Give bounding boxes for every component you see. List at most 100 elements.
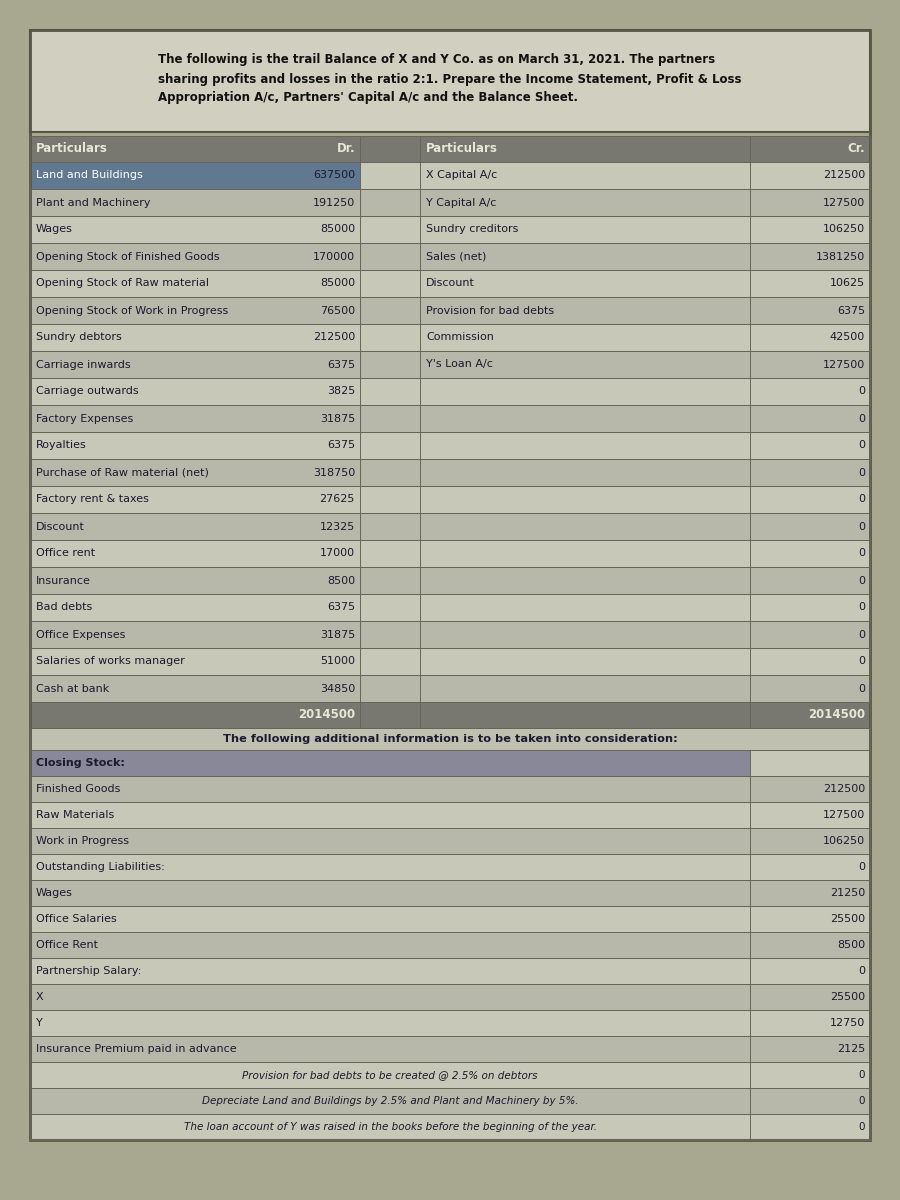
Text: 191250: 191250 [313, 198, 355, 208]
Text: 25500: 25500 [830, 992, 865, 1002]
Text: Office rent: Office rent [36, 548, 95, 558]
Text: Office Rent: Office Rent [36, 940, 98, 950]
Bar [30, 1010, 870, 1036]
Bar [30, 242, 870, 270]
Text: Provision for bad debts to be created @ 2.5% on debtors: Provision for bad debts to be created @ … [242, 1070, 538, 1080]
Text: 0: 0 [858, 862, 865, 872]
Bar [30, 378, 870, 404]
Bar [30, 1062, 870, 1088]
Bar [30, 404, 870, 432]
Text: 31875: 31875 [320, 630, 355, 640]
Text: Raw Materials: Raw Materials [36, 810, 114, 820]
Bar [30, 984, 870, 1010]
Bar [30, 802, 870, 828]
Text: 6375: 6375 [327, 360, 355, 370]
Text: Opening Stock of Finished Goods: Opening Stock of Finished Goods [36, 252, 220, 262]
Text: Office Expenses: Office Expenses [36, 630, 125, 640]
Bar [30, 958, 870, 984]
Text: 76500: 76500 [320, 306, 355, 316]
Text: 10625: 10625 [830, 278, 865, 288]
Bar [30, 776, 870, 802]
Text: 34850: 34850 [320, 684, 355, 694]
Text: Discount: Discount [36, 522, 85, 532]
Text: Factory Expenses: Factory Expenses [36, 414, 133, 424]
Text: 0: 0 [858, 386, 865, 396]
Text: 0: 0 [858, 630, 865, 640]
Bar [30, 594, 870, 622]
Text: Plant and Machinery: Plant and Machinery [36, 198, 150, 208]
Text: 318750: 318750 [313, 468, 355, 478]
Text: 6375: 6375 [327, 440, 355, 450]
Text: 31875: 31875 [320, 414, 355, 424]
Text: 8500: 8500 [327, 576, 355, 586]
Text: Y: Y [36, 1018, 43, 1028]
Bar [30, 906, 870, 932]
Text: 51000: 51000 [320, 656, 355, 666]
Text: Partnership Salary:: Partnership Salary: [36, 966, 141, 976]
Bar [30, 162, 870, 188]
Text: The following is the trail Balance of X and Y Co. as on March 31, 2021. The part: The following is the trail Balance of X … [158, 54, 742, 104]
Bar [30, 324, 870, 350]
Text: Particulars: Particulars [426, 143, 498, 156]
Bar [30, 702, 870, 728]
Text: 2014500: 2014500 [298, 708, 355, 721]
Text: 212500: 212500 [823, 170, 865, 180]
Bar [30, 828, 870, 854]
Text: Wages: Wages [36, 888, 73, 898]
Text: Opening Stock of Raw material: Opening Stock of Raw material [36, 278, 209, 288]
Text: 212500: 212500 [823, 784, 865, 794]
Text: 0: 0 [858, 414, 865, 424]
Text: 25500: 25500 [830, 914, 865, 924]
Text: Closing Stock:: Closing Stock: [36, 758, 125, 768]
Text: 106250: 106250 [823, 224, 865, 234]
Text: 0: 0 [859, 1096, 865, 1106]
Text: Sundry debtors: Sundry debtors [36, 332, 122, 342]
Bar [30, 750, 750, 776]
Text: The following additional information is to be taken into consideration:: The following additional information is … [222, 734, 678, 744]
Bar [30, 30, 870, 132]
Text: 0: 0 [859, 1070, 865, 1080]
Text: 170000: 170000 [313, 252, 355, 262]
Bar [30, 486, 870, 514]
Text: 212500: 212500 [313, 332, 355, 342]
Text: Discount: Discount [426, 278, 475, 288]
Text: Factory rent & taxes: Factory rent & taxes [36, 494, 148, 504]
Text: Opening Stock of Work in Progress: Opening Stock of Work in Progress [36, 306, 229, 316]
Bar [30, 566, 870, 594]
Text: Particulars: Particulars [36, 143, 108, 156]
Text: 127500: 127500 [823, 198, 865, 208]
Text: 3825: 3825 [327, 386, 355, 396]
Bar [30, 674, 870, 702]
Bar [30, 188, 870, 216]
Bar [30, 622, 870, 648]
Text: 0: 0 [858, 656, 865, 666]
Text: 127500: 127500 [823, 360, 865, 370]
Text: 127500: 127500 [823, 810, 865, 820]
Text: 85000: 85000 [320, 224, 355, 234]
Text: Commission: Commission [426, 332, 494, 342]
Bar [30, 296, 870, 324]
Text: 637500: 637500 [313, 170, 355, 180]
Text: 0: 0 [858, 602, 865, 612]
Text: Insurance: Insurance [36, 576, 91, 586]
Text: Office Salaries: Office Salaries [36, 914, 117, 924]
Text: Insurance Premium paid in advance: Insurance Premium paid in advance [36, 1044, 237, 1054]
Text: 106250: 106250 [823, 836, 865, 846]
Bar [30, 350, 870, 378]
Bar [30, 880, 870, 906]
Text: 0: 0 [859, 1122, 865, 1132]
Text: Finished Goods: Finished Goods [36, 784, 121, 794]
Text: Sundry creditors: Sundry creditors [426, 224, 518, 234]
Text: 2014500: 2014500 [808, 708, 865, 721]
Text: Sales (net): Sales (net) [426, 252, 486, 262]
Text: 0: 0 [858, 966, 865, 976]
Bar [30, 648, 870, 674]
Text: 0: 0 [858, 494, 865, 504]
Bar [30, 1088, 870, 1114]
Text: 27625: 27625 [320, 494, 355, 504]
Text: Y's Loan A/c: Y's Loan A/c [426, 360, 493, 370]
Bar [30, 136, 870, 162]
Bar [30, 728, 870, 750]
Text: 8500: 8500 [837, 940, 865, 950]
Text: 85000: 85000 [320, 278, 355, 288]
